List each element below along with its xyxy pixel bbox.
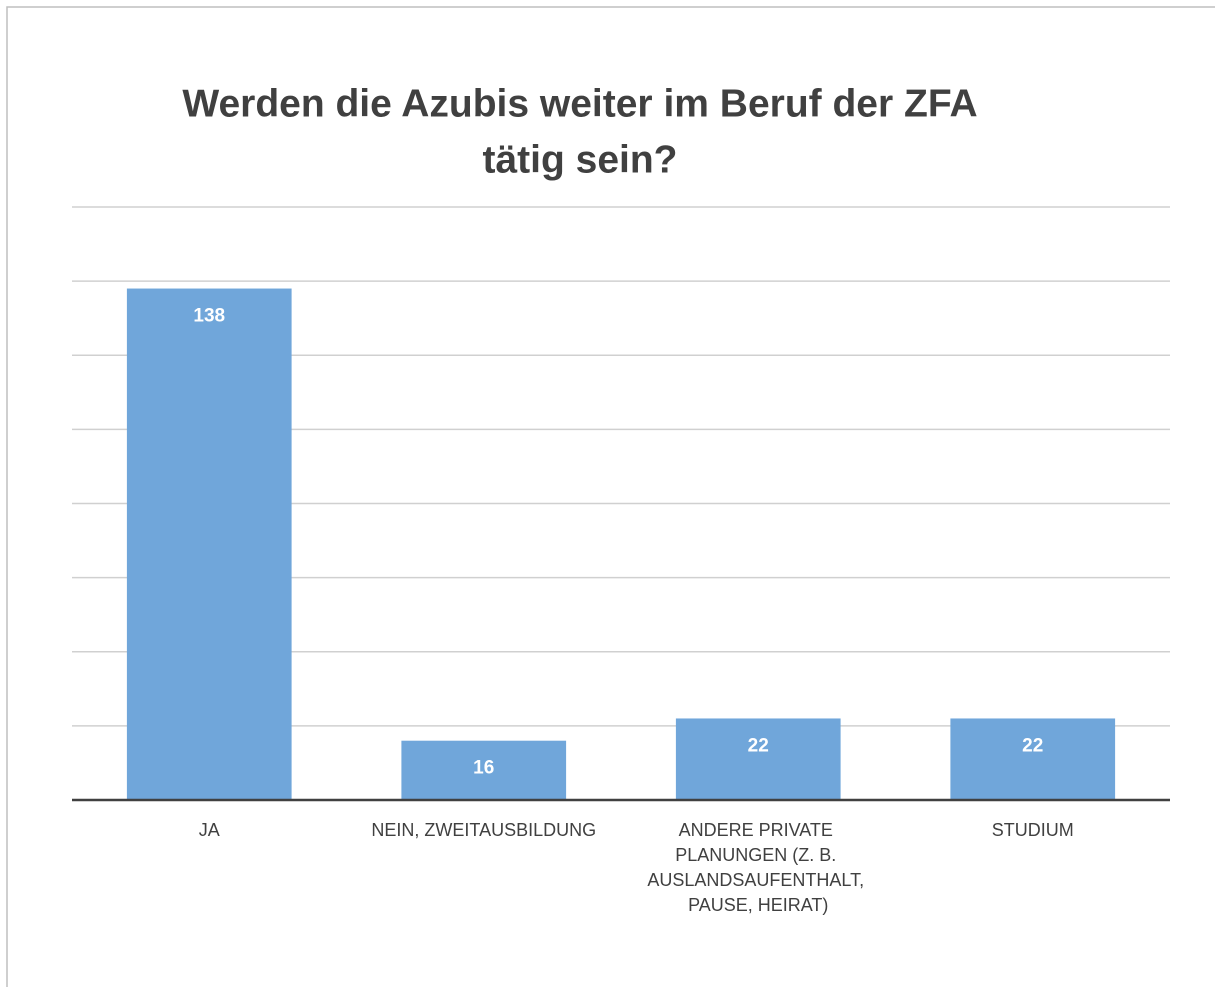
chart-title-line: tätig sein? — [482, 138, 677, 181]
x-tick-label: NEIN, ZWEITAUSBILDUNG — [371, 820, 596, 840]
data-label: 138 — [193, 306, 225, 327]
bar — [126, 288, 292, 800]
x-tick-label: JA — [199, 820, 220, 840]
chart-title-line: Werden die Azubis weiter im Beruf der ZF… — [182, 82, 977, 125]
bar — [675, 718, 841, 800]
bar — [401, 740, 567, 800]
bar — [950, 718, 1116, 800]
data-label: 16 — [473, 758, 494, 779]
data-label: 22 — [748, 735, 769, 756]
data-label: 22 — [1022, 735, 1043, 756]
x-tick-label: STUDIUM — [992, 820, 1074, 840]
x-tick-label: ANDERE PRIVATE PLANUNGEN (Z. B. AUSLANDS… — [647, 820, 869, 915]
